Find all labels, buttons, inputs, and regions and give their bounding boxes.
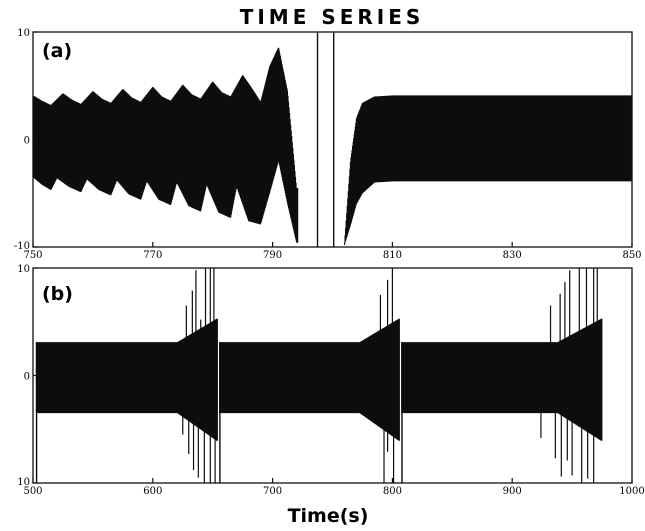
panel-b-x-tick-label: 900 xyxy=(503,486,522,497)
panel-a-x-tick-label: 830 xyxy=(503,250,522,261)
panel-b-x-tick-label: 1000 xyxy=(619,486,644,497)
panel-b-x-tick-label: 500 xyxy=(23,486,42,497)
panel-b-x-tick-label: 600 xyxy=(143,486,162,497)
panel-b-data xyxy=(35,268,603,483)
panel-a-x-tick-label: 850 xyxy=(622,250,641,261)
panel-a-x-tick-label: 750 xyxy=(23,250,42,261)
panel-b-y-tick-label: 10 xyxy=(17,477,30,488)
panel-b-y-tick-label: 0 xyxy=(24,372,30,383)
panel-a-x-tick-label: 810 xyxy=(383,250,402,261)
panel-b: (b) 500 600 700 800 900 1000 10 0 10 xyxy=(17,264,644,497)
panel-b-x-tick-label: 700 xyxy=(263,486,282,497)
panel-a-series-recovery xyxy=(343,95,633,245)
panel-a-ticks: 750 770 790 810 830 850 10 0 -10 xyxy=(14,28,642,261)
panel-b-label: (b) xyxy=(42,283,73,305)
panel-a-x-tick-label: 770 xyxy=(143,250,162,261)
panel-a-label: (a) xyxy=(42,40,72,62)
panel-b-x-tick-label: 800 xyxy=(383,486,402,497)
panel-a-y-tick-label: 0 xyxy=(24,136,30,147)
panel-b-burst-1 xyxy=(35,318,218,441)
panel-a-y-tick-label: 10 xyxy=(17,28,30,39)
panel-a: (a) 750 770 790 810 830 850 10 0 -10 xyxy=(14,28,642,261)
panel-b-ticks: 500 600 700 800 900 1000 10 0 10 xyxy=(17,264,644,497)
panel-a-data xyxy=(32,32,633,247)
panel-a-x-tick-label: 790 xyxy=(263,250,282,261)
chart-title: TIME SERIES xyxy=(240,5,425,29)
x-axis-label: Time(s) xyxy=(288,505,369,527)
panel-a-y-tick-label: -10 xyxy=(14,241,30,252)
panel-a-series-band xyxy=(32,47,299,243)
panel-b-burst-2 xyxy=(219,318,400,441)
panel-b-y-tick-label: 10 xyxy=(17,264,30,275)
